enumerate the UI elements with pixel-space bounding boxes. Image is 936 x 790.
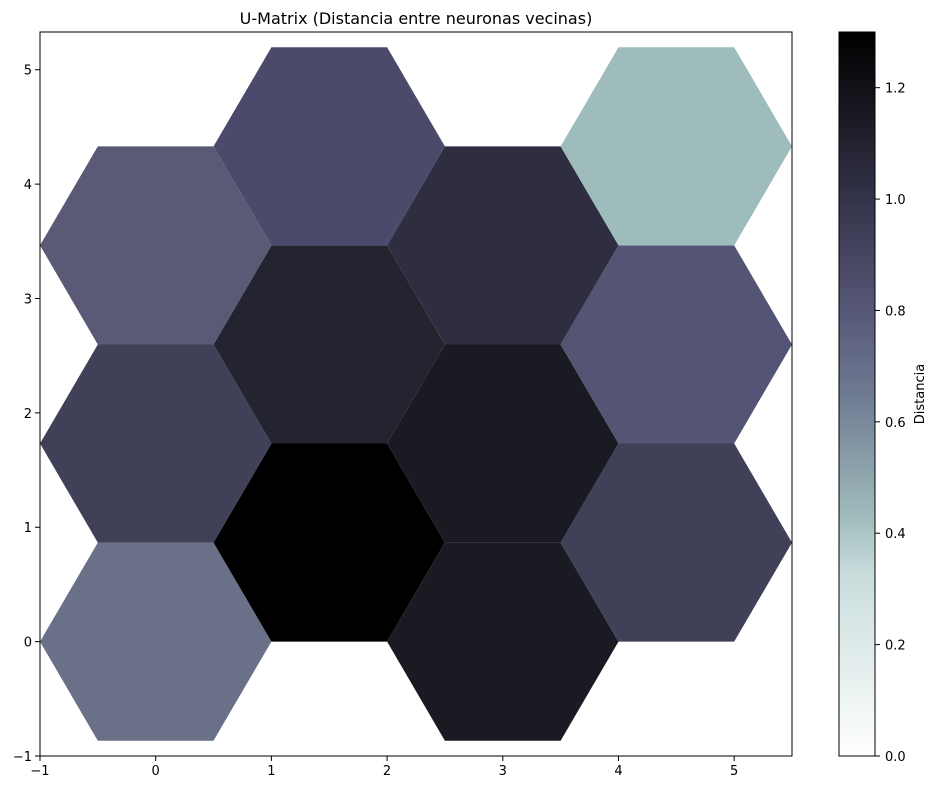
hex-cell — [387, 146, 619, 345]
colorbar-tick-label: 0.6 — [885, 416, 906, 431]
hex-cell — [213, 443, 445, 642]
x-tick-label: 0 — [152, 764, 160, 779]
colorbar-tick-label: 1.2 — [885, 82, 906, 97]
y-tick-label: 1 — [24, 521, 32, 536]
y-axis: −1 0 1 2 3 4 5 — [13, 64, 40, 765]
y-tick-label: 0 — [24, 636, 32, 651]
colorbar-tick-label: 0.4 — [885, 527, 906, 542]
chart-title: U-Matrix (Distancia entre neuronas vecin… — [240, 9, 593, 28]
y-tick-label: −1 — [13, 750, 32, 765]
x-tick-label: 5 — [730, 764, 738, 779]
colorbar-tick-label: 0.0 — [885, 750, 906, 765]
x-tick-label: 3 — [499, 764, 507, 779]
colorbar-label: Distancia — [913, 364, 928, 424]
hex-cell — [387, 344, 619, 543]
x-tick-label: −1 — [30, 764, 49, 779]
hex-cell — [387, 542, 619, 741]
colorbar-tick-label: 0.2 — [885, 639, 906, 654]
y-tick-label: 2 — [24, 407, 32, 422]
colorbar-tick-label: 0.8 — [885, 304, 906, 319]
hex-cells — [40, 47, 792, 741]
x-tick-label: 1 — [267, 764, 275, 779]
x-axis: −1 0 1 2 3 4 5 — [30, 756, 738, 779]
hex-cell — [560, 47, 792, 246]
colorbar-tick-label: 1.0 — [885, 193, 906, 208]
colorbar — [838, 31, 876, 757]
hex-cell — [40, 542, 272, 741]
hex-cell — [560, 443, 792, 642]
y-tick-label: 5 — [24, 64, 32, 79]
hex-cell — [40, 146, 272, 345]
hex-cell — [560, 245, 792, 444]
colorbar-ticks: 0.0 0.2 0.4 0.6 0.8 1.0 1.2 — [875, 82, 906, 765]
hex-cell — [40, 344, 272, 543]
x-tick-label: 2 — [383, 764, 391, 779]
hex-cell — [213, 245, 445, 444]
hex-cell — [213, 47, 445, 246]
y-tick-label: 3 — [24, 292, 32, 307]
plot-frame — [39, 31, 793, 757]
x-tick-label: 4 — [614, 764, 622, 779]
y-tick-label: 4 — [24, 178, 32, 193]
